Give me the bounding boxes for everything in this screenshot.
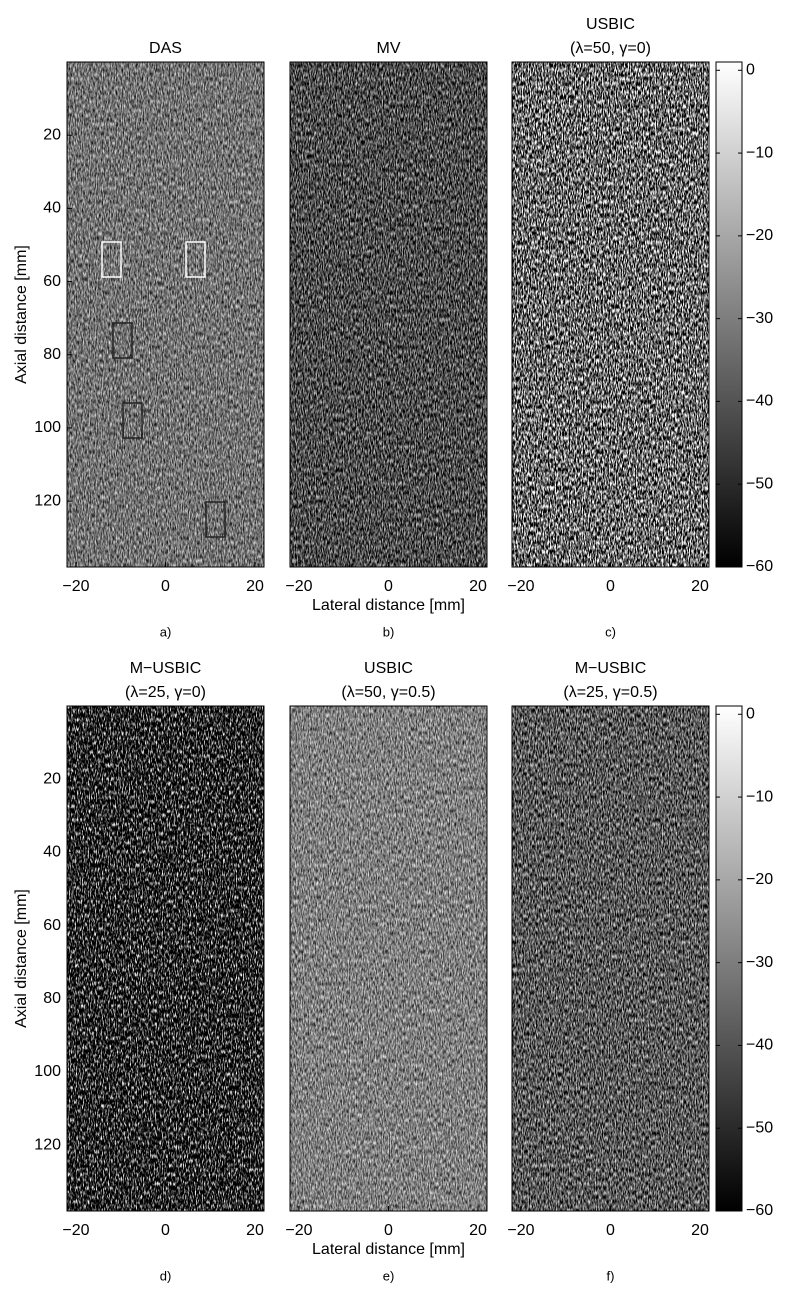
- colorbar-tick-label: −50: [746, 475, 773, 492]
- panel-label: b): [383, 624, 395, 639]
- x-tick-label: 0: [384, 578, 393, 595]
- panel-label: c): [605, 624, 616, 639]
- panel-title: M−USBIC: [575, 660, 647, 677]
- x-tick-label: 20: [469, 1222, 487, 1239]
- y-tick-label: 20: [43, 770, 61, 787]
- y-tick-label: 60: [43, 273, 61, 290]
- colorbar-tick-label: −30: [746, 954, 773, 971]
- colorbar-tick-label: −30: [746, 310, 773, 327]
- panel-title: USBIC: [364, 660, 413, 677]
- ultrasound-image: [67, 706, 264, 1211]
- panel-title: M−USBIC: [130, 660, 202, 677]
- ultrasound-image: [290, 62, 487, 567]
- x-tick-label: −20: [62, 578, 89, 595]
- panel-label: e): [383, 1268, 395, 1283]
- colorbar-tick-label: −40: [746, 393, 773, 410]
- y-tick-label: 40: [43, 200, 61, 217]
- x-tick-label: 0: [161, 1222, 170, 1239]
- panel-title: (λ=25, γ=0): [125, 684, 206, 701]
- x-tick-label: −20: [285, 578, 312, 595]
- x-tick-label: −20: [285, 1222, 312, 1239]
- panel-title: (λ=50, γ=0): [570, 40, 651, 57]
- colorbar-tick-label: −10: [746, 788, 773, 805]
- colorbar-tick-label: −40: [746, 1037, 773, 1054]
- colorbar-tick-label: 0: [746, 705, 755, 722]
- roi-box: [122, 402, 143, 439]
- x-tick-label: −20: [62, 1222, 89, 1239]
- y-axis-label: Axial distance [mm]: [13, 889, 30, 1028]
- colorbar-tick-label: −50: [746, 1119, 773, 1136]
- y-tick-label: 60: [43, 917, 61, 934]
- x-tick-label: 0: [161, 578, 170, 595]
- y-tick-label: 120: [34, 492, 61, 509]
- y-tick-label: 100: [34, 419, 61, 436]
- colorbar: [715, 705, 743, 1212]
- ultrasound-image: [512, 62, 709, 567]
- x-tick-label: 20: [246, 1222, 264, 1239]
- x-tick-label: −20: [507, 578, 534, 595]
- y-axis-label: Axial distance [mm]: [13, 245, 30, 384]
- x-tick-label: 20: [246, 578, 264, 595]
- x-tick-label: −20: [507, 1222, 534, 1239]
- x-axis-label: Lateral distance [mm]: [312, 597, 465, 614]
- panel-title: DAS: [149, 40, 182, 57]
- colorbar-tick-label: −60: [746, 1202, 773, 1219]
- y-tick-label: 40: [43, 844, 61, 861]
- roi-box: [101, 241, 122, 278]
- ultrasound-image: [67, 62, 264, 567]
- roi-box: [112, 322, 133, 359]
- ultrasound-image: [290, 706, 487, 1211]
- x-tick-label: 0: [384, 1222, 393, 1239]
- colorbar-tick-label: 0: [746, 61, 755, 78]
- panel-title: USBIC: [586, 16, 635, 33]
- panel-label: f): [607, 1268, 615, 1283]
- panel-title: MV: [377, 40, 401, 57]
- roi-box: [185, 241, 206, 278]
- roi-box: [205, 501, 226, 538]
- x-tick-label: 0: [606, 1222, 615, 1239]
- colorbar-tick-label: −60: [746, 558, 773, 575]
- panel-label: a): [160, 624, 172, 639]
- colorbar-tick-label: −20: [746, 871, 773, 888]
- y-tick-label: 100: [34, 1063, 61, 1080]
- x-tick-label: 20: [691, 578, 709, 595]
- panel-label: d): [160, 1268, 172, 1283]
- x-tick-label: 20: [691, 1222, 709, 1239]
- y-tick-label: 120: [34, 1136, 61, 1153]
- panel-title: (λ=25, γ=0.5): [563, 684, 657, 701]
- ultrasound-image: [512, 706, 709, 1211]
- x-axis-label: Lateral distance [mm]: [312, 1241, 465, 1258]
- colorbar-tick-label: −10: [746, 144, 773, 161]
- x-tick-label: 0: [606, 578, 615, 595]
- colorbar-tick-label: −20: [746, 227, 773, 244]
- colorbar: [715, 61, 743, 568]
- x-tick-label: 20: [469, 578, 487, 595]
- y-tick-label: 80: [43, 346, 61, 363]
- y-tick-label: 20: [43, 126, 61, 143]
- y-tick-label: 80: [43, 990, 61, 1007]
- panel-title: (λ=50, γ=0.5): [341, 684, 435, 701]
